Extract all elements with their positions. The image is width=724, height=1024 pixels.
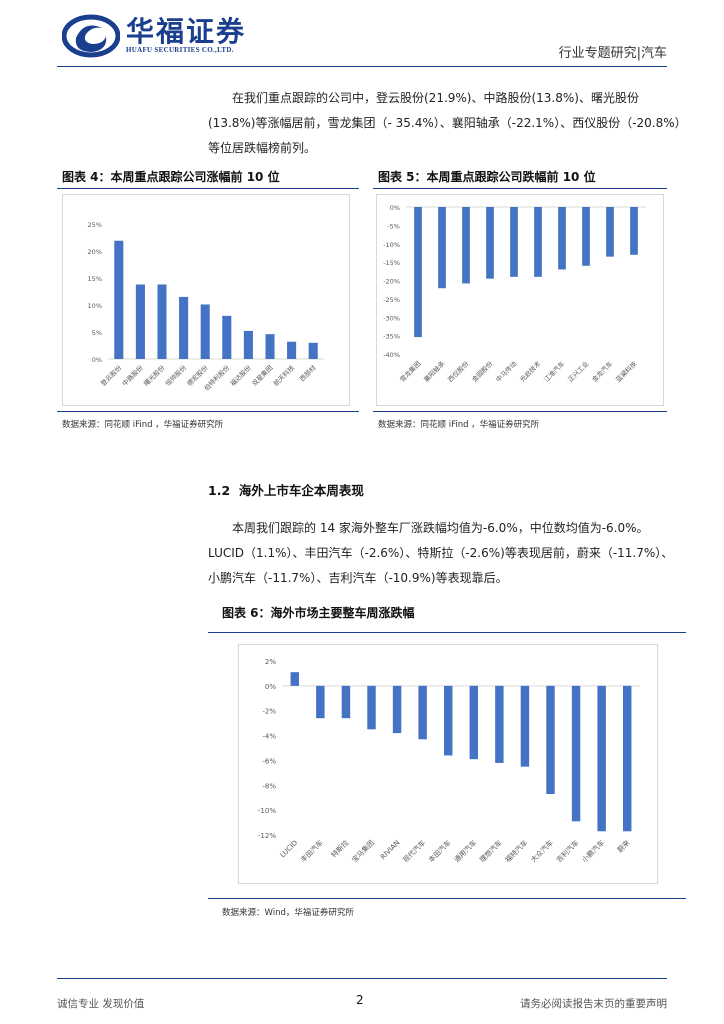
- y-tick-label: 0%: [265, 683, 276, 691]
- fig6-source: 数据来源：Wind，华福证券研究所: [222, 908, 354, 918]
- y-tick-label: 5%: [92, 329, 102, 337]
- bar: [582, 207, 590, 266]
- bar: [469, 685, 479, 760]
- y-tick-label: 20%: [88, 248, 102, 256]
- bar: [179, 296, 189, 359]
- bar: [414, 207, 422, 338]
- y-tick-label: 25%: [88, 221, 102, 229]
- footer-divider: [57, 978, 667, 979]
- fig6-title-rule: [208, 632, 686, 633]
- y-tick-label: -10%: [258, 807, 276, 815]
- fig5-title: 图表 5：本周重点跟踪公司跌幅前 10 位: [378, 170, 596, 184]
- y-tick-label: 15%: [88, 275, 102, 283]
- y-tick-label: -25%: [383, 296, 400, 304]
- y-tick-label: 10%: [88, 302, 102, 310]
- bar: [495, 685, 504, 763]
- bar: [367, 685, 376, 730]
- bar: [157, 284, 167, 359]
- bar: [534, 207, 542, 277]
- chart-top10-gainers: 0%5%10%15%20%25%登云股份中路股份曙光股份恒帅股份德宏股份伯特利股…: [62, 194, 350, 406]
- bar: [630, 207, 638, 255]
- bar: [597, 685, 606, 832]
- report-type: 行业专题研究|汽车: [558, 46, 667, 61]
- bar: [308, 342, 318, 359]
- y-tick-label: -35%: [383, 333, 400, 341]
- y-tick-label: 0%: [92, 356, 102, 364]
- bar: [243, 330, 253, 359]
- bar: [265, 334, 275, 359]
- y-tick-label: 0%: [390, 204, 400, 212]
- fig5-source: 数据来源：同花顺 iFind ，华福证券研究所: [378, 420, 540, 430]
- y-tick-label: -30%: [383, 314, 400, 322]
- y-tick-label: -40%: [383, 351, 400, 359]
- footer-disclaimer: 请务必阅读报告末页的重要声明: [520, 998, 667, 1010]
- y-tick-label: 2%: [265, 658, 276, 666]
- fig4-source: 数据来源：同花顺 iFind ，华福证券研究所: [62, 420, 224, 430]
- fig4-bottom-rule: [57, 411, 359, 412]
- fig6-bottom-rule: [208, 898, 686, 899]
- y-tick-label: -10%: [383, 241, 400, 249]
- huafu-logo-icon: [62, 14, 120, 58]
- fig5-title-rule: [373, 188, 667, 189]
- bar: [114, 240, 124, 359]
- bar: [341, 685, 351, 719]
- logo-english-name: HUAFU SECURITIES CO.,LTD.: [126, 46, 234, 54]
- bar: [290, 672, 300, 686]
- bar: [443, 685, 453, 756]
- bar: [622, 685, 632, 832]
- bar: [486, 207, 494, 279]
- section-heading: 1.2 海外上市车企本周表现: [208, 480, 364, 499]
- bar: [520, 685, 530, 767]
- bar: [546, 685, 555, 794]
- bar: [287, 341, 297, 359]
- y-tick-label: -5%: [387, 222, 400, 230]
- bar: [571, 685, 581, 822]
- bar: [510, 207, 518, 277]
- bar: [418, 685, 427, 740]
- bar: [316, 685, 325, 719]
- page-number: 2: [356, 993, 364, 1007]
- paragraph-overseas: 本周我们跟踪的 14 家海外整车厂涨跌幅均值为-6.0%，中位数均值为-6.0%…: [208, 521, 674, 585]
- footer-slogan: 诚信专业 发现价值: [57, 998, 145, 1010]
- bar: [606, 207, 614, 257]
- fig4-title-rule: [57, 188, 359, 189]
- y-tick-label: -15%: [383, 259, 400, 267]
- fig4-title: 图表 4：本周重点跟踪公司涨幅前 10 位: [62, 170, 280, 184]
- section-title: 海外上市车企本周表现: [238, 483, 364, 498]
- bar: [558, 207, 566, 270]
- y-tick-label: -8%: [262, 782, 276, 790]
- section-number: 1.2: [208, 483, 231, 498]
- y-tick-label: -2%: [262, 708, 276, 716]
- bar: [392, 685, 402, 734]
- header-divider: [57, 66, 667, 67]
- fig6-title: 图表 6：海外市场主要整车周涨跌幅: [222, 606, 415, 620]
- logo-chinese-name: 华福证券: [126, 15, 247, 48]
- y-tick-label: -6%: [262, 757, 276, 765]
- y-tick-label: -4%: [262, 733, 276, 741]
- chart-overseas-automakers: 2%0%-2%-4%-6%-8%-10%-12%LUCID 丰田汽车 特斯拉 宝马集团…: [238, 644, 658, 884]
- paragraph-top-movers: 在我们重点跟踪的公司中，登云股份(21.9%)、中路股份(13.8%)、曙光股份…: [208, 91, 681, 155]
- chart-top10-decliners: 0%-5%-10%-15%-20%-25%-30%-35%-40%雪龙集团 襄阳轴…: [376, 194, 664, 406]
- bar: [462, 207, 470, 284]
- bar: [222, 315, 232, 359]
- y-tick-label: -20%: [383, 278, 400, 286]
- bar: [200, 304, 210, 359]
- bar: [135, 284, 145, 359]
- y-tick-label: -12%: [258, 832, 276, 840]
- bar: [438, 207, 446, 289]
- fig5-bottom-rule: [373, 411, 667, 412]
